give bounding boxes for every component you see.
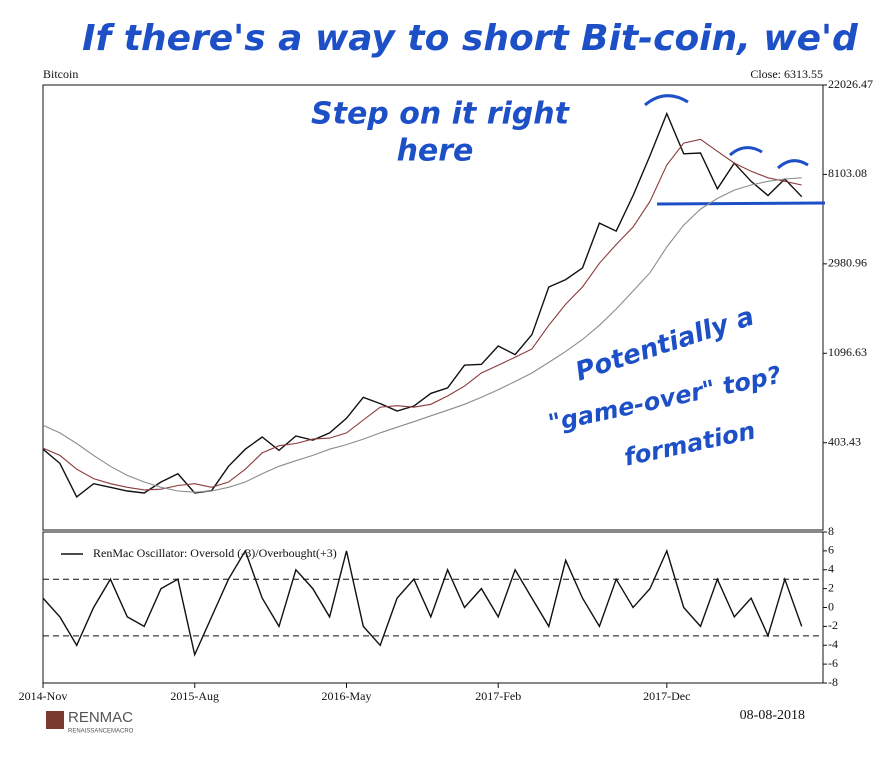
series-line	[42, 177, 802, 493]
close-label: Close: 6313.55	[750, 67, 823, 81]
x-tick-label: 2017-Feb	[475, 689, 521, 703]
y-tick-label: 8103.08	[828, 166, 867, 180]
y-tick-label: -6	[828, 656, 838, 670]
annotation: here	[397, 134, 474, 169]
annotation: Step on it right	[311, 97, 571, 132]
price-panel	[42, 84, 824, 531]
y-tick-label: 403.43	[828, 434, 861, 448]
y-tick-label: 8	[828, 524, 834, 538]
y-tick-label: 6	[828, 543, 834, 557]
top-arc	[644, 94, 689, 107]
support-line	[656, 201, 826, 206]
series-line	[42, 138, 802, 491]
annotation: If there's a way to short Bit-coin, we'd	[82, 18, 859, 59]
x-tick-label: 2015-Aug	[170, 689, 219, 703]
y-tick-label: -2	[828, 618, 838, 632]
top-arc	[776, 159, 809, 170]
y-tick-label: 0	[828, 599, 834, 613]
chart-title: Bitcoin	[43, 67, 78, 81]
series-line	[42, 548, 803, 657]
x-tick-label: 2016-May	[321, 689, 371, 703]
y-tick-label: 1096.63	[828, 345, 867, 359]
date: 08-08-2018	[740, 708, 805, 723]
logo-sub: RENAISSANCEMACRO	[68, 729, 134, 735]
logo: RENMAC	[68, 709, 133, 726]
x-tick-label: 2014-Nov	[19, 689, 68, 703]
legend-label: RenMac Oscillator: Oversold (-3)/Overbou…	[93, 546, 337, 560]
y-tick-label: 2	[828, 580, 834, 594]
x-tick-label: 2017-Dec	[643, 689, 690, 703]
annotation: formation	[622, 416, 758, 471]
y-tick-label: 22026.47	[828, 77, 873, 91]
logo-icon	[46, 711, 64, 729]
series-line	[42, 111, 803, 498]
y-tick-label: -8	[828, 675, 838, 689]
y-tick-label: 4	[828, 562, 834, 576]
top-arc	[729, 146, 763, 157]
y-tick-label: 2980.96	[828, 256, 867, 270]
y-tick-label: -4	[828, 637, 838, 651]
